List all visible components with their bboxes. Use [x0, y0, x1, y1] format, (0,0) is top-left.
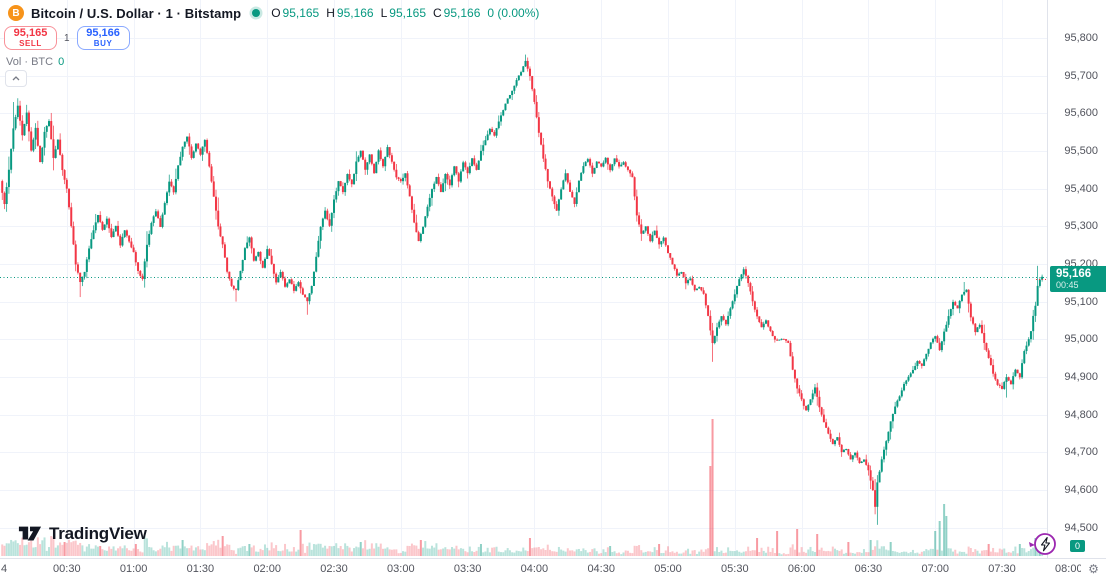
price-tick: 94,900 [1064, 370, 1098, 383]
time-tick: 06:00 [787, 563, 816, 575]
volume-axis-label: 0 [1070, 540, 1085, 552]
spread-value: 1 [64, 32, 70, 44]
time-tick: 04:00 [520, 563, 549, 575]
time-tick: 05:00 [654, 563, 682, 575]
time-tick: 00:30 [53, 563, 81, 575]
buy-button[interactable]: 95,166 BUY [76, 26, 130, 50]
market-status-icon[interactable] [252, 9, 261, 17]
tradingview-logo-icon [18, 526, 42, 541]
chevron-up-icon [12, 76, 20, 81]
price-axis[interactable]: 95,166 00:45 0 95,800 95,700 95,600 95,500 9… [1047, 0, 1106, 558]
ohlc-low: L 95,165 [380, 6, 426, 20]
candlestick-chart[interactable] [0, 0, 1047, 558]
price-tick: 94,800 [1064, 408, 1098, 421]
ohlc-high: H 95,166 [326, 6, 374, 20]
timezone-settings-button[interactable]: ⚙ [1081, 559, 1106, 579]
lightning-icon [1029, 533, 1056, 555]
symbol-title[interactable]: Bitcoin / U.S. Dollar · 1 · Bitstamp [31, 5, 242, 21]
time-tick: 08:00 [1055, 563, 1083, 575]
ohlc-close: C 95,166 [433, 6, 481, 20]
time-axis[interactable]: 4 00:30 01:00 01:30 02:00 02:30 03:00 03:30 04:… [0, 558, 1106, 579]
time-tick: 01:00 [119, 563, 148, 575]
volume-legend-label: Vol · BTC [6, 56, 54, 68]
price-change: 0 (0.00%) [487, 6, 540, 20]
time-tick: 07:30 [988, 563, 1016, 575]
sell-button[interactable]: 95,165 SELL [4, 26, 57, 50]
price-tick: 95,300 [1064, 220, 1098, 233]
tradingview-logo[interactable]: TradingView [18, 523, 147, 545]
bar-countdown: 00:45 [1056, 279, 1079, 290]
symbol-legend: B Bitcoin / U.S. Dollar · 1 · Bitstamp O… [8, 5, 539, 21]
time-tick: 03:00 [387, 563, 415, 575]
price-tick: 94,700 [1064, 446, 1098, 459]
time-tick: 02:00 [253, 563, 281, 575]
trade-buttons: 95,165 SELL 1 95,166 BUY [4, 26, 130, 50]
volume-legend-value: 0 [58, 56, 65, 68]
collapse-indicator-button[interactable] [5, 70, 27, 87]
bitcoin-icon: B [8, 5, 24, 21]
time-tick: 03:30 [453, 563, 482, 575]
price-tick: 95,700 [1064, 69, 1098, 82]
ohlc-open: O 95,165 [271, 6, 320, 20]
price-tick: 95,800 [1064, 32, 1098, 44]
ohlc-values: O 95,165 H 95,166 L 95,165 C 95,166 0 (0… [271, 6, 539, 20]
price-tick: 94,600 [1064, 483, 1098, 496]
last-price-value: 95,166 [1056, 267, 1092, 280]
time-tick: 07:00 [921, 563, 949, 575]
price-tick: 95,600 [1064, 107, 1098, 120]
time-tick: 04:30 [587, 563, 615, 575]
time-tick: 06:30 [854, 563, 883, 575]
time-tick: 02:30 [320, 563, 348, 575]
price-tick: 95,500 [1064, 144, 1098, 157]
time-tick: 05:30 [721, 563, 749, 575]
tradingview-logo-text: TradingView [49, 524, 147, 543]
price-tick: 94,500 [1064, 521, 1098, 534]
last-price-label: 95,166 00:45 [1050, 265, 1106, 292]
price-tick: 95,000 [1064, 333, 1098, 346]
gear-icon: ⚙ [1088, 562, 1099, 576]
volume-legend[interactable]: Vol · BTC 0 [6, 56, 64, 68]
price-tick: 95,100 [1064, 295, 1098, 308]
lightning-trade-button[interactable] [1022, 531, 1064, 562]
time-tick: 01:30 [186, 563, 215, 575]
price-tick: 95,400 [1064, 182, 1098, 195]
day-label: 4 [1, 563, 8, 575]
